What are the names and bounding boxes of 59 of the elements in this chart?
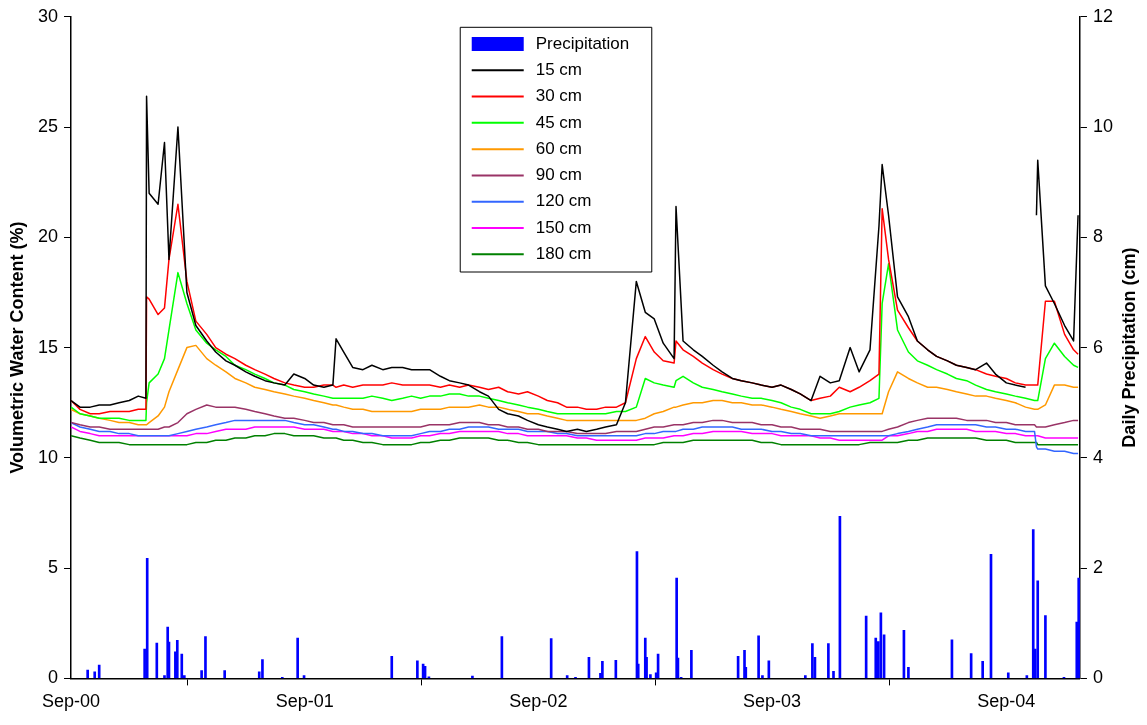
bar: [811, 643, 814, 679]
y-tick-label: 5: [48, 557, 59, 578]
y2-tick-label: 4: [1092, 446, 1103, 467]
y-tick-label: 0: [48, 667, 59, 688]
bar: [690, 649, 693, 679]
bar: [832, 670, 835, 679]
bar: [1044, 615, 1047, 679]
y-axis-title: Volumetric Water Content (%): [6, 221, 27, 474]
bar: [565, 675, 569, 679]
legend-label: 150 cm: [535, 217, 592, 237]
y-tick-label: 25: [37, 116, 59, 137]
y-tick-label: 20: [37, 226, 59, 247]
x-tick-label: Sep-00: [42, 691, 101, 712]
legend-label: Precipitation: [535, 33, 630, 53]
bar: [1031, 529, 1035, 679]
bar: [416, 660, 419, 679]
x-tick-label: Sep-04: [977, 691, 1036, 712]
y-tick-label: 10: [37, 446, 59, 467]
legend-label: 120 cm: [535, 191, 592, 211]
y2-tick-label: 0: [1092, 667, 1103, 688]
bar: [549, 638, 553, 679]
x-tick-label: Sep-01: [275, 691, 334, 712]
bar: [261, 659, 264, 679]
bar: [86, 669, 89, 679]
y2-tick-label: 10: [1092, 116, 1114, 137]
bar: [1006, 672, 1010, 679]
legend-label: 30 cm: [535, 86, 583, 106]
x-tick-label: Sep-02: [509, 691, 568, 712]
bar: [601, 660, 604, 679]
y2-tick-label: 8: [1092, 226, 1103, 247]
bar: [874, 637, 878, 679]
y2-tick-label: 2: [1092, 557, 1103, 578]
legend-label: 180 cm: [535, 244, 592, 264]
x-tick-label: Sep-03: [743, 691, 802, 712]
bar: [296, 637, 299, 679]
bar: [93, 671, 97, 679]
legend-label: 60 cm: [535, 138, 583, 158]
y2-tick-label: 6: [1092, 336, 1103, 357]
bar: [204, 636, 207, 679]
y-tick-label: 15: [37, 336, 59, 357]
bar: [175, 640, 179, 679]
bar: [223, 670, 226, 679]
bar: [804, 675, 807, 679]
legend-label: 45 cm: [535, 112, 583, 132]
bar: [907, 667, 910, 679]
y2-tick-label: 12: [1092, 5, 1114, 26]
bar: [155, 642, 159, 679]
legend-label: 15 cm: [535, 59, 583, 79]
bar: [981, 660, 984, 679]
y2-axis-title: Daily Precipitation (cm): [1118, 247, 1139, 448]
bar: [145, 557, 149, 679]
bar: [390, 656, 394, 679]
bar: [675, 577, 678, 679]
bar: [97, 664, 101, 679]
legend-label: 90 cm: [535, 165, 583, 185]
bar: [471, 675, 474, 679]
bar: [827, 643, 830, 679]
bar: [757, 635, 760, 679]
y-tick-label: 30: [37, 5, 59, 26]
